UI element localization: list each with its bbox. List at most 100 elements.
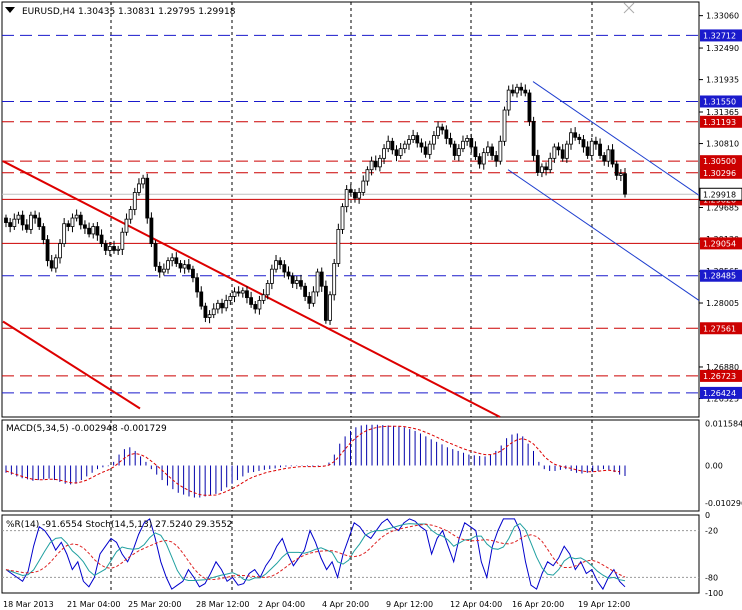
candle[interactable] <box>564 143 569 159</box>
candle[interactable] <box>394 149 399 156</box>
main-pane[interactable] <box>1 1 700 418</box>
candle[interactable] <box>303 285 308 297</box>
candle[interactable] <box>469 138 474 148</box>
candle[interactable] <box>87 227 91 235</box>
candle[interactable] <box>29 214 33 230</box>
candle[interactable] <box>486 146 490 154</box>
candle[interactable] <box>207 314 212 318</box>
candle[interactable] <box>369 160 374 171</box>
candle[interactable] <box>195 277 200 293</box>
candle[interactable] <box>594 140 598 145</box>
candle[interactable] <box>340 206 345 230</box>
candle[interactable] <box>365 169 370 182</box>
candle[interactable] <box>535 155 540 173</box>
candle[interactable] <box>606 149 611 162</box>
candle[interactable] <box>552 146 557 159</box>
candle[interactable] <box>444 129 449 139</box>
candle[interactable] <box>419 142 424 148</box>
candle[interactable] <box>12 218 17 227</box>
candle[interactable] <box>336 228 341 264</box>
candle[interactable] <box>473 146 478 158</box>
candle[interactable] <box>357 192 362 199</box>
candle[interactable] <box>377 157 382 168</box>
candle[interactable] <box>20 214 25 226</box>
candle[interactable] <box>527 92 532 122</box>
candle[interactable] <box>182 264 187 269</box>
candle[interactable] <box>83 224 87 229</box>
candle[interactable] <box>107 246 112 251</box>
candle[interactable] <box>411 135 416 140</box>
candle[interactable] <box>323 285 328 321</box>
candle[interactable] <box>120 231 125 250</box>
candle[interactable] <box>145 177 150 219</box>
candle[interactable] <box>211 308 216 316</box>
candle[interactable] <box>477 156 482 165</box>
candle[interactable] <box>161 268 166 273</box>
macd-signal-line[interactable] <box>5 425 620 496</box>
candle[interactable] <box>448 138 453 145</box>
candle[interactable] <box>141 177 145 185</box>
candle[interactable] <box>203 305 208 318</box>
candle[interactable] <box>191 268 195 279</box>
candle[interactable] <box>74 214 79 219</box>
candle[interactable] <box>269 268 274 284</box>
candle[interactable] <box>602 155 607 162</box>
candle[interactable] <box>311 291 316 304</box>
candle[interactable] <box>166 260 170 270</box>
candle[interactable] <box>461 140 465 150</box>
candle[interactable] <box>116 248 121 251</box>
candle[interactable] <box>398 148 403 156</box>
candle[interactable] <box>506 89 511 111</box>
candle[interactable] <box>282 264 287 273</box>
candle[interactable] <box>245 290 249 299</box>
candle[interactable] <box>556 146 561 151</box>
candle[interactable] <box>228 296 233 301</box>
candle[interactable] <box>215 302 220 310</box>
candle[interactable] <box>174 257 179 264</box>
candle[interactable] <box>581 139 586 148</box>
candle[interactable] <box>186 264 191 270</box>
candle[interactable] <box>490 146 494 156</box>
candle[interactable] <box>99 234 104 245</box>
candle[interactable] <box>548 157 553 171</box>
candle[interactable] <box>224 300 229 309</box>
candle[interactable] <box>540 166 544 173</box>
candle[interactable] <box>386 140 391 150</box>
candle[interactable] <box>348 189 353 193</box>
candle[interactable] <box>589 140 594 156</box>
candle[interactable] <box>78 214 83 226</box>
candle[interactable] <box>157 265 162 273</box>
candle[interactable] <box>319 271 324 287</box>
candle[interactable] <box>618 173 623 176</box>
candle[interactable] <box>569 132 573 145</box>
candle[interactable] <box>452 143 457 156</box>
candle[interactable] <box>577 136 582 140</box>
candle[interactable] <box>353 192 357 199</box>
candle[interactable] <box>112 246 116 251</box>
candle[interactable] <box>390 140 395 151</box>
candle[interactable] <box>149 217 154 245</box>
candle[interactable] <box>623 173 627 195</box>
candle[interactable] <box>153 243 158 267</box>
candle[interactable] <box>249 297 254 305</box>
candle[interactable] <box>286 271 291 277</box>
candle[interactable] <box>531 120 536 156</box>
candle[interactable] <box>124 218 129 233</box>
candle[interactable] <box>431 135 436 145</box>
candle[interactable] <box>436 126 440 136</box>
candle[interactable] <box>236 291 241 294</box>
candle[interactable] <box>132 192 137 210</box>
candle[interactable] <box>510 89 515 94</box>
candle[interactable] <box>199 291 204 307</box>
candle[interactable] <box>382 148 386 159</box>
candle[interactable] <box>261 294 266 301</box>
candle[interactable] <box>8 222 13 227</box>
candle[interactable] <box>440 126 445 131</box>
candle[interactable] <box>315 271 320 293</box>
candle[interactable] <box>481 152 486 165</box>
candle[interactable] <box>137 183 141 193</box>
candle[interactable] <box>45 239 50 262</box>
channel-upper[interactable] <box>532 81 700 196</box>
candle[interactable] <box>33 214 37 219</box>
